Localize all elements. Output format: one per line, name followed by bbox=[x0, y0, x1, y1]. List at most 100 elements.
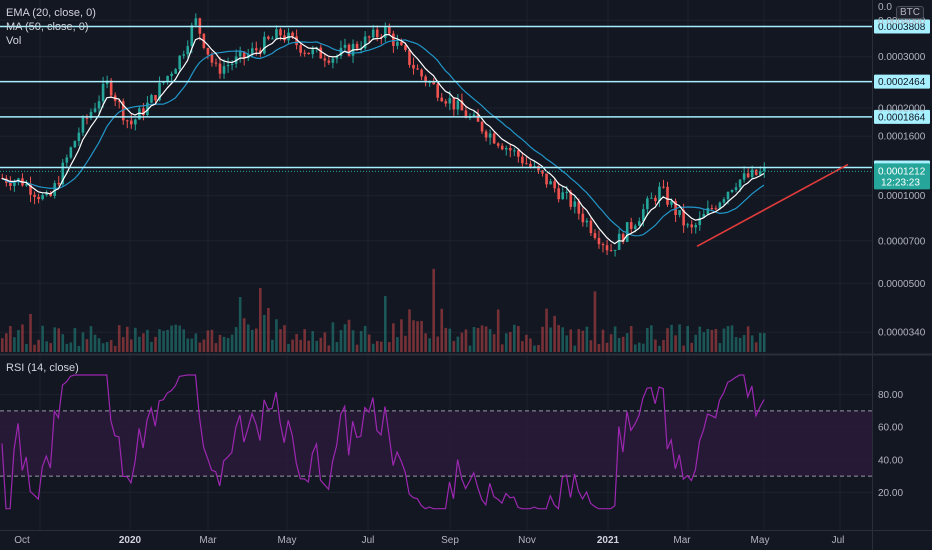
volume-bar bbox=[553, 315, 556, 352]
ema-legend: EMA (20, close, 0) bbox=[6, 7, 96, 19]
candle-body bbox=[343, 44, 347, 48]
volume-bar bbox=[726, 326, 730, 352]
candle-body bbox=[117, 100, 121, 102]
candle-body bbox=[49, 193, 52, 196]
price-axis-tick: 0.0001600 bbox=[878, 132, 926, 143]
candle-body bbox=[642, 209, 645, 222]
volume-bar bbox=[432, 268, 435, 352]
rsi-axis-tick: 40.00 bbox=[878, 455, 903, 466]
volume-bar bbox=[388, 342, 391, 352]
candle-body bbox=[69, 147, 73, 158]
volume-bar bbox=[577, 329, 581, 352]
candle-body bbox=[633, 225, 637, 229]
volume-bar bbox=[202, 339, 206, 352]
candle-body bbox=[174, 69, 177, 74]
candle-body bbox=[754, 169, 758, 175]
candle-body bbox=[303, 52, 306, 54]
volume-bar bbox=[404, 335, 407, 352]
volume-bar bbox=[629, 326, 633, 352]
volume-bar bbox=[678, 324, 681, 352]
volume-bar bbox=[198, 342, 202, 352]
time-axis-tick: Jul bbox=[362, 535, 375, 546]
candle-body bbox=[53, 183, 57, 196]
volume-bar bbox=[452, 340, 456, 352]
candle-body bbox=[194, 18, 198, 26]
current-price-value: 0.0001212 bbox=[878, 166, 926, 177]
candle-body bbox=[557, 188, 560, 200]
level-price-label-bg bbox=[874, 19, 930, 34]
volume-bar bbox=[367, 334, 371, 352]
candle-body bbox=[746, 173, 750, 178]
volume-bar bbox=[714, 328, 718, 352]
candle-body bbox=[85, 117, 89, 119]
candle-body bbox=[371, 29, 375, 38]
candle-body bbox=[629, 222, 633, 229]
candle-body bbox=[420, 69, 423, 77]
time-axis-tick: 2020 bbox=[119, 535, 142, 546]
candle-body bbox=[674, 200, 677, 215]
level-price-label: 0.0003808 bbox=[878, 22, 926, 33]
candle-body bbox=[166, 75, 169, 82]
candle-body bbox=[541, 170, 544, 174]
volume-bar bbox=[541, 326, 544, 352]
volume-bar bbox=[222, 336, 226, 352]
candle-body bbox=[504, 147, 508, 150]
candle-body bbox=[331, 58, 335, 63]
candle-body bbox=[452, 98, 456, 110]
volume-bar bbox=[412, 320, 415, 352]
currency-badge[interactable]: BTC bbox=[896, 6, 924, 19]
volume-bar bbox=[158, 329, 161, 352]
volume-bar bbox=[250, 329, 254, 352]
candle-body bbox=[279, 29, 282, 36]
volume-bar bbox=[722, 328, 726, 352]
candle-body bbox=[432, 81, 435, 85]
volume-bar bbox=[65, 343, 69, 352]
volume-bar bbox=[259, 288, 262, 352]
time-axis-tick: Mar bbox=[199, 535, 217, 546]
volume-bar bbox=[456, 336, 460, 352]
volume-bar bbox=[662, 339, 665, 352]
volume-bar bbox=[335, 342, 339, 352]
candle-body bbox=[549, 181, 552, 185]
candle-body bbox=[525, 163, 528, 165]
candle-body bbox=[81, 117, 85, 133]
candle-body bbox=[400, 41, 403, 46]
candle-body bbox=[238, 51, 242, 57]
volume-bar bbox=[666, 328, 669, 352]
volume-bar bbox=[21, 324, 24, 352]
candle-body bbox=[488, 133, 492, 138]
candle-body bbox=[254, 48, 258, 51]
volume-bar bbox=[521, 341, 524, 352]
volume-bar bbox=[263, 314, 266, 352]
candle-body bbox=[271, 38, 274, 40]
price-axis-tick: 0.0000700 bbox=[878, 236, 926, 247]
candle-body bbox=[267, 36, 270, 39]
volume-bar bbox=[525, 334, 528, 352]
volume-bar bbox=[484, 326, 488, 352]
candle-body bbox=[146, 102, 149, 116]
candle-body bbox=[480, 121, 484, 132]
volume-bar bbox=[468, 345, 472, 352]
volume-bar bbox=[617, 337, 621, 352]
volume-bar bbox=[174, 324, 177, 352]
volume-bar bbox=[45, 341, 48, 352]
volume-bar bbox=[347, 319, 351, 352]
volume-bar bbox=[142, 333, 145, 352]
volume-bar bbox=[125, 326, 129, 352]
volume-bar bbox=[214, 343, 218, 352]
volume-bar bbox=[182, 329, 186, 352]
candle-body bbox=[125, 120, 129, 122]
volume-bar bbox=[742, 334, 746, 352]
candle-body bbox=[41, 195, 44, 200]
volume-bar bbox=[238, 297, 242, 352]
volume-bar bbox=[226, 337, 230, 352]
candle-body bbox=[242, 51, 246, 59]
volume-bar bbox=[271, 339, 274, 352]
trendline bbox=[696, 163, 849, 248]
volume-bar bbox=[190, 338, 194, 352]
candle-body bbox=[178, 55, 181, 70]
volume-bar bbox=[508, 332, 512, 352]
volume-bar bbox=[428, 338, 431, 352]
volume-bar bbox=[537, 344, 540, 352]
